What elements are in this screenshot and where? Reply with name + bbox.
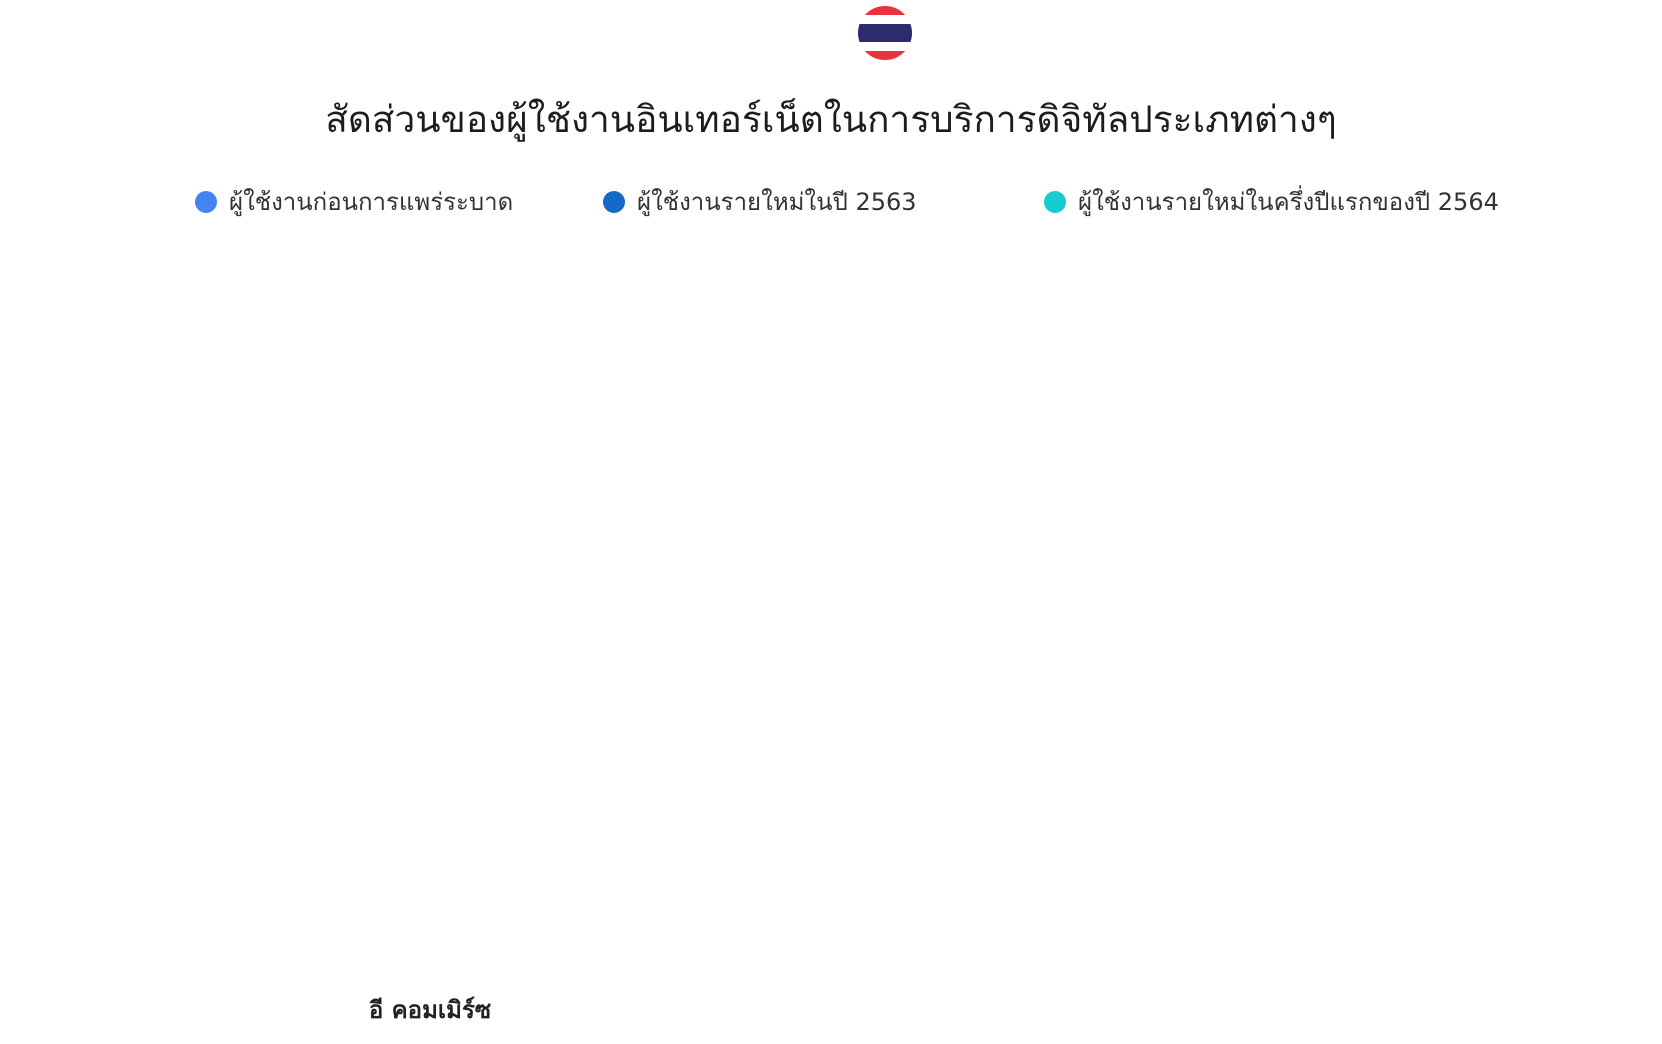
- bar-segment-3-7: [1266, 461, 1386, 600]
- bar-segment-2-5: [877, 566, 997, 699]
- bar-segment-1-2: [296, 685, 416, 890]
- segment-label-3-6: 13%: [1102, 511, 1150, 535]
- bar-segment-3-5: [877, 388, 997, 567]
- legend-item-new-2563: ผู้ใช้งานรายใหม่ในปี 2563: [603, 182, 917, 221]
- group-bracket-dot-right: [806, 1007, 824, 1025]
- total-label-1: 76%: [120, 345, 192, 380]
- bar-segment-2-1: [100, 540, 220, 673]
- chart-title: สัดส่วนของผู้ใช้งานอินเทอร์เน็ตในการบริก…: [325, 98, 1337, 141]
- ecommerce-group-background: [48, 296, 825, 964]
- category-label-4: ของใช้ทั่วไป: [681, 913, 798, 943]
- bar-segment-2-4: [683, 553, 803, 679]
- total-label-4: 77%: [703, 339, 775, 374]
- segment-label-2-8: 19%: [1499, 630, 1547, 654]
- bar-segment-3-6: [1070, 494, 1190, 580]
- bar-segment-1-5: [877, 698, 997, 890]
- total-label-5: 76%: [897, 345, 969, 380]
- segment-label-3-1: 23%: [132, 405, 180, 429]
- bar-segment-3-8: [1467, 507, 1587, 613]
- bar-segment-2-8: [1467, 612, 1587, 739]
- segment-label-2-1: 20%: [132, 557, 180, 581]
- category-label-8: ดนตรี: [1495, 918, 1551, 943]
- total-label-3: 72%: [509, 372, 581, 407]
- category-label-1: เสื้อผ้า: [126, 913, 185, 943]
- bar-segment-3-2: [296, 401, 416, 560]
- bar-segment-1-6: [1070, 685, 1190, 890]
- bar-segment-2-6: [1070, 579, 1190, 686]
- legend-swatch-new-2563: [603, 190, 625, 213]
- total-label-2: 74%: [316, 359, 388, 394]
- thailand-flag-icon: [858, 6, 912, 60]
- category-label-6: บริการเรียกรถ: [1059, 918, 1193, 943]
- total-label-7: 65%: [1286, 418, 1358, 453]
- legend-swatch-pre-pandemic: [195, 190, 217, 213]
- bar-segment-1-8: [1467, 738, 1587, 890]
- total-label-8: 58%: [1487, 464, 1559, 499]
- segment-label-3-3: 18%: [521, 432, 569, 456]
- category-label-3: อิเล็กทรอนิกส์: [481, 915, 610, 943]
- bar-segment-2-3: [489, 533, 609, 666]
- segment-label-3-7: 21%: [1298, 478, 1346, 502]
- segment-label-2-4: 19%: [715, 570, 763, 594]
- group-bracket-dot-left: [51, 1007, 69, 1025]
- bar-segment-1-1: [100, 672, 220, 890]
- legend-label-new-2564: ผู้ใช้งานรายใหม่ในครึ่งปีแรกของปี 2564: [1078, 188, 1499, 216]
- segment-label-3-4: 26%: [715, 399, 763, 423]
- category-label-7: วิดีโอ: [1296, 916, 1348, 943]
- total-label-6: 60%: [1090, 451, 1162, 486]
- bar-segment-2-2: [296, 560, 416, 686]
- segment-label-3-5: 27%: [909, 405, 957, 429]
- segment-label-3-2: 24%: [328, 419, 376, 443]
- ecommerce-group-label: อี คอมเมิร์ซ: [368, 996, 492, 1024]
- segment-label-2-5: 20%: [909, 584, 957, 608]
- bar-segment-1-4: [683, 678, 803, 890]
- bar-segment-3-3: [489, 414, 609, 534]
- segment-label-3-8: 16%: [1499, 524, 1547, 548]
- legend-label-pre-pandemic: ผู้ใช้งานก่อนการแพร่ระบาด: [229, 188, 514, 216]
- segment-label-2-2: 19%: [328, 577, 376, 601]
- category-label-2: ความงาม: [306, 918, 398, 943]
- legend-label-new-2563: ผู้ใช้งานรายใหม่ในปี 2563: [637, 188, 917, 216]
- bar-segment-3-4: [683, 381, 803, 554]
- bar-segment-1-3: [489, 665, 609, 890]
- bar-segment-1-7: [1266, 718, 1386, 890]
- bar-segment-2-7: [1266, 599, 1386, 719]
- category-label-5: ขนส่งอาหาร: [874, 918, 993, 943]
- segment-label-2-6: 16%: [1102, 597, 1150, 621]
- legend-swatch-new-2564: [1044, 190, 1066, 213]
- legend-item-pre-pandemic: ผู้ใช้งานก่อนการแพร่ระบาด: [195, 182, 513, 221]
- bar-segment-3-1: [100, 388, 220, 541]
- segment-label-2-7: 18%: [1298, 617, 1346, 641]
- segment-label-2-3: 20%: [521, 551, 569, 575]
- legend-item-new-2564: ผู้ใช้งานรายใหม่ในครึ่งปีแรกของปี 2564: [1044, 182, 1499, 221]
